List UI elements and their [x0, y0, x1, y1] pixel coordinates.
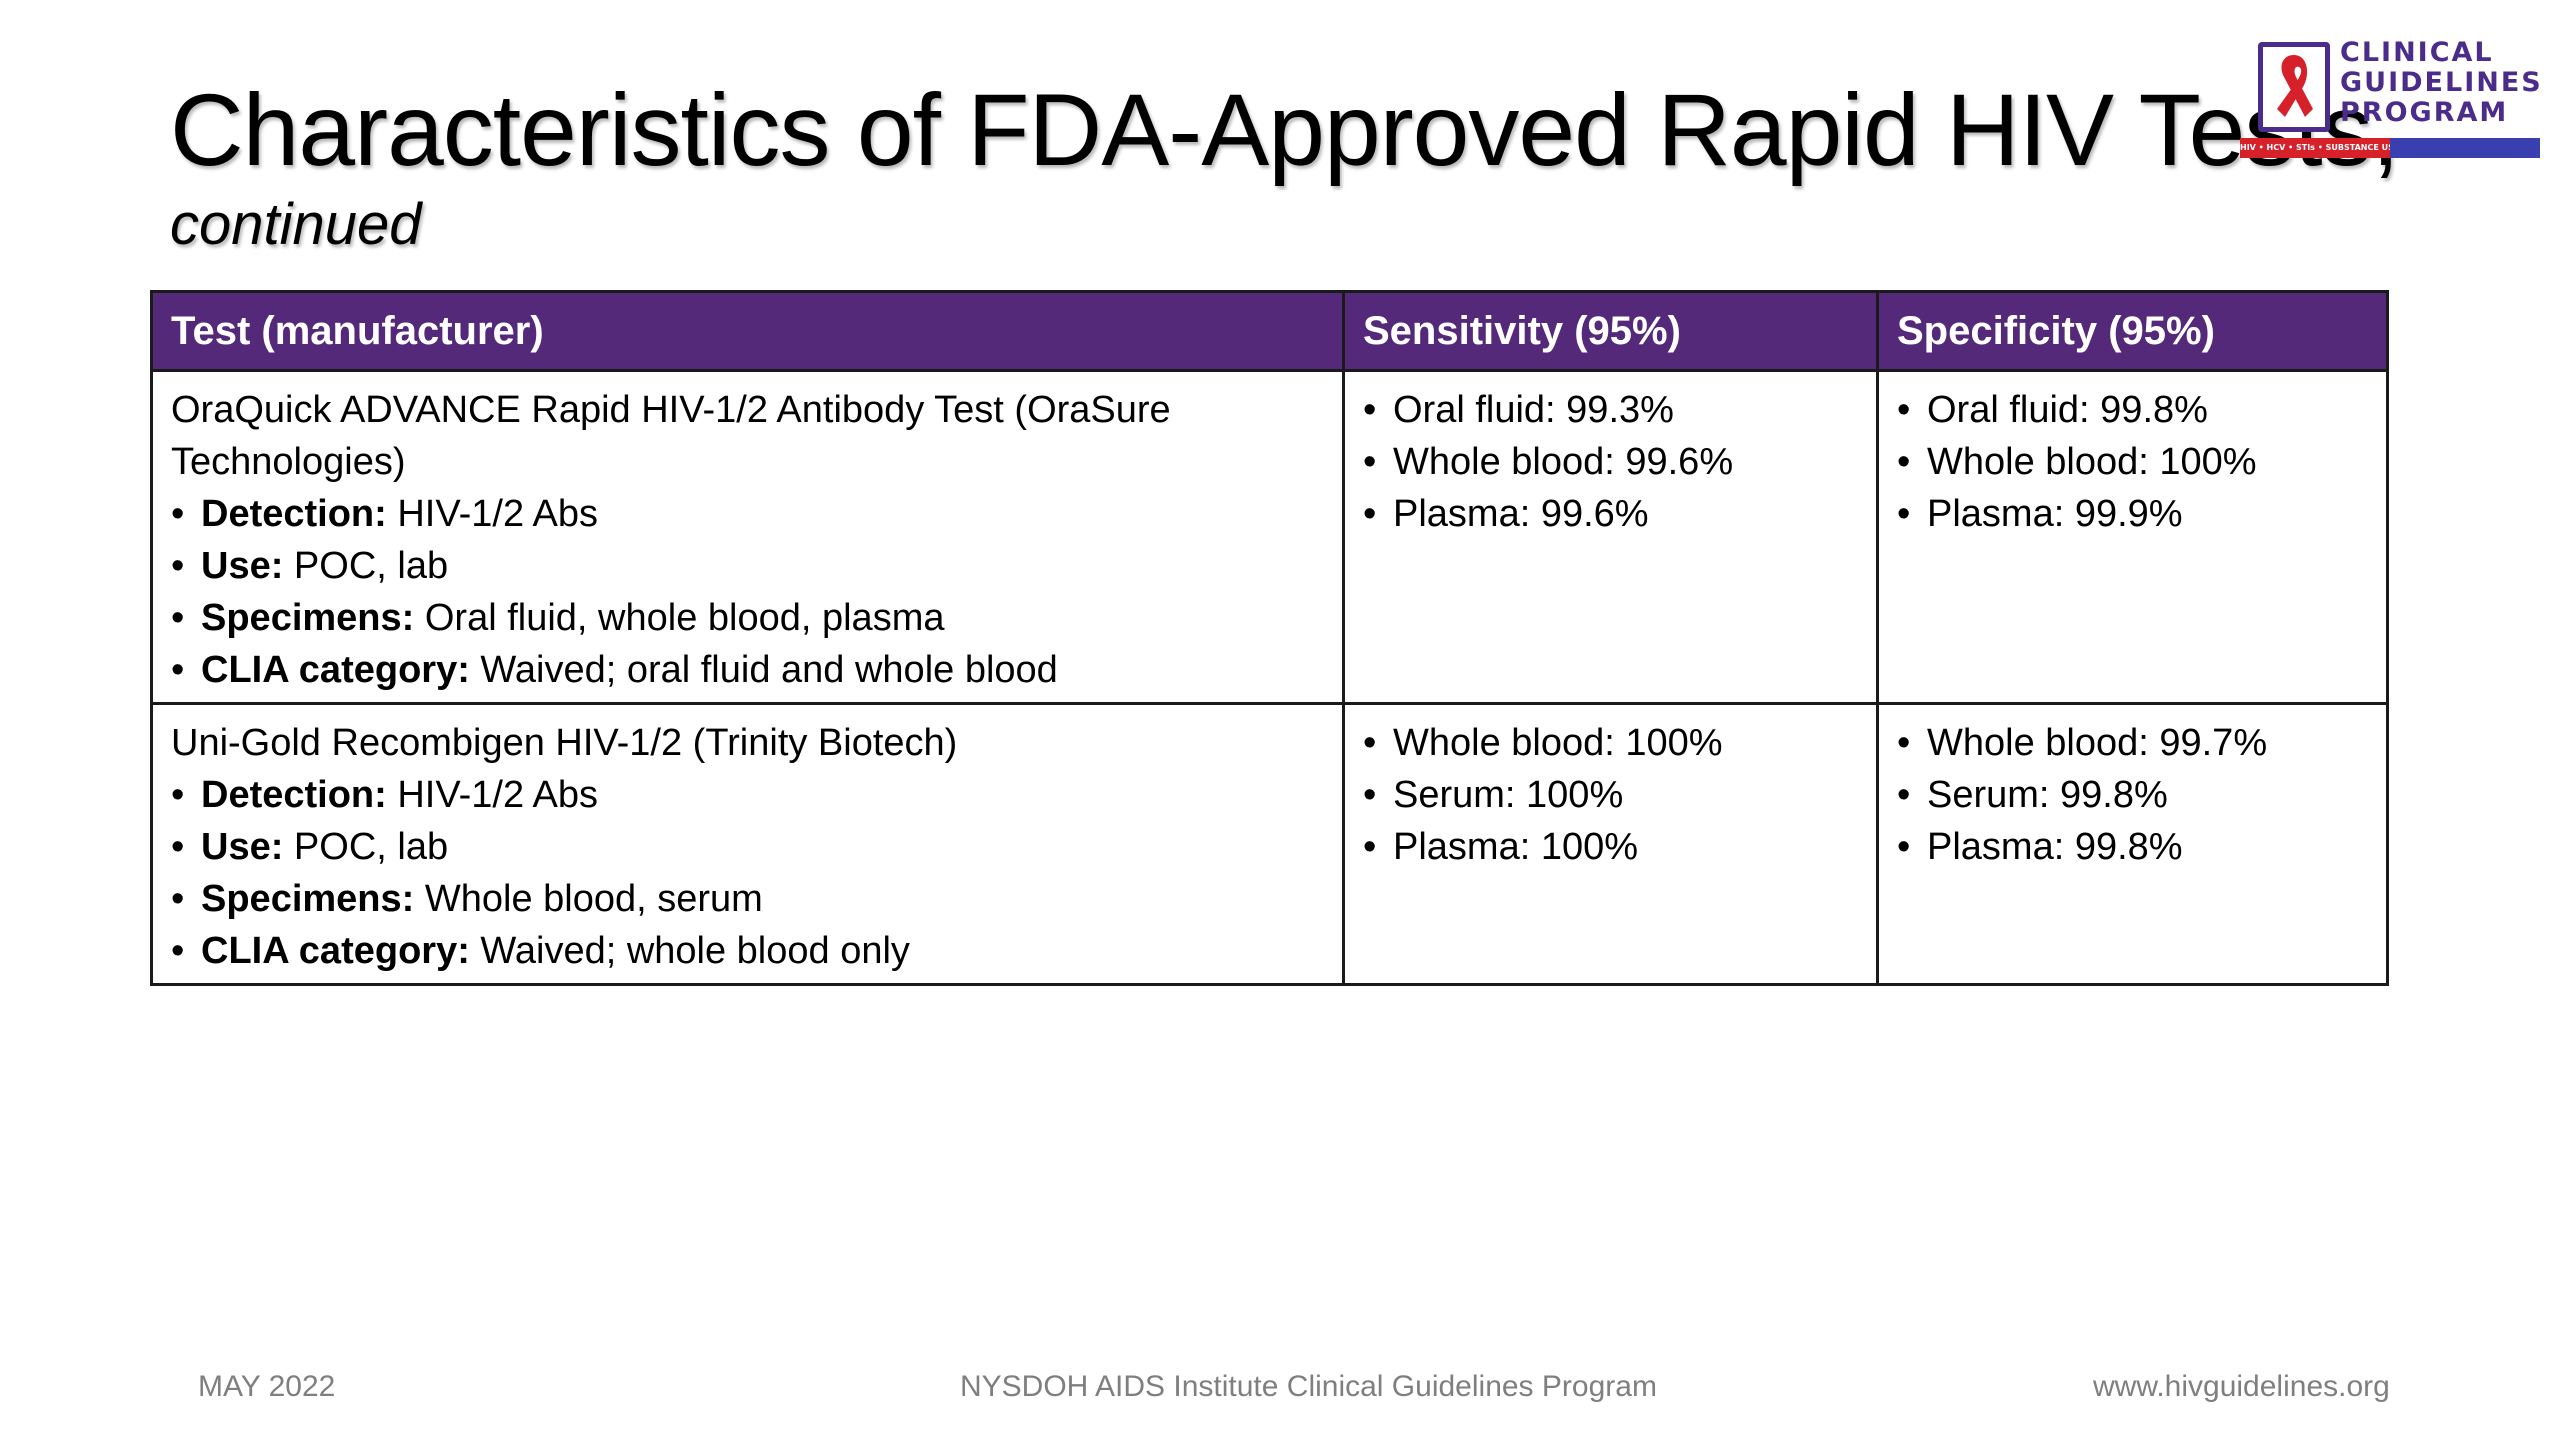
list-item: Whole blood: 99.7% [1897, 717, 2368, 769]
logo-tagline: HIV • HCV • STIs • SUBSTANCE USE • LGBT … [2240, 138, 2390, 158]
logo-tagline-bar-blue [2390, 138, 2540, 158]
specificity-list: Whole blood: 99.7% Serum: 99.8% Plasma: … [1897, 717, 2368, 873]
list-item: Whole blood: 100% [1363, 717, 1858, 769]
detail-value: HIV-1/2 Abs [386, 774, 599, 816]
header-sensitivity: Sensitivity (95%) [1342, 290, 1879, 372]
detail-value: HIV-1/2 Abs [386, 493, 599, 535]
logo-line-1: CLINICAL [2340, 37, 2494, 68]
list-item: Serum: 100% [1363, 769, 1858, 821]
test-cell: Uni-Gold Recombigen HIV-1/2 (Trinity Bio… [150, 702, 1345, 986]
list-item: Whole blood: 100% [1897, 436, 2368, 488]
specificity-cell: Oral fluid: 99.8% Whole blood: 100% Plas… [1876, 369, 2389, 705]
sensitivity-list: Whole blood: 100% Serum: 100% Plasma: 10… [1363, 717, 1858, 873]
detail-label: Specimens: [201, 597, 415, 639]
list-item: Oral fluid: 99.8% [1897, 384, 2368, 436]
sensitivity-list: Oral fluid: 99.3% Whole blood: 99.6% Pla… [1363, 384, 1858, 540]
sensitivity-cell: Whole blood: 100% Serum: 100% Plasma: 10… [1342, 702, 1879, 986]
detail-label: Use: [201, 545, 284, 587]
list-item: Specimens: Oral fluid, whole blood, plas… [171, 592, 1324, 644]
test-details-list: Detection: HIV-1/2 Abs Use: POC, lab Spe… [171, 769, 1324, 977]
list-item: Specimens: Whole blood, serum [171, 873, 1324, 925]
header-specificity: Specificity (95%) [1876, 290, 2389, 372]
test-name: OraQuick ADVANCE Rapid HIV-1/2 Antibody … [171, 389, 1171, 483]
clinical-guidelines-logo: CLINICAL GUIDELINES PROGRAM HIV • HCV • … [2240, 38, 2543, 160]
table-row: OraQuick ADVANCE Rapid HIV-1/2 Antibody … [150, 369, 2389, 705]
rapid-hiv-tests-table: Test (manufacturer) Sensitivity (95%) Sp… [150, 290, 2389, 986]
footer-url: www.hivguidelines.org [2093, 1370, 2390, 1403]
footer-date: MAY 2022 [198, 1370, 336, 1403]
detail-label: CLIA category: [201, 649, 470, 691]
list-item: Whole blood: 99.6% [1363, 436, 1858, 488]
list-item: Plasma: 100% [1363, 821, 1858, 873]
list-item: Serum: 99.8% [1897, 769, 2368, 821]
logo-wordmark: CLINICAL GUIDELINES PROGRAM [2340, 38, 2543, 128]
detail-value: Oral fluid, whole blood, plasma [414, 597, 945, 639]
detail-value: POC, lab [283, 826, 449, 868]
header-test: Test (manufacturer) [150, 290, 1345, 372]
list-item: Oral fluid: 99.3% [1363, 384, 1858, 436]
detail-label: CLIA category: [201, 930, 470, 972]
sensitivity-cell: Oral fluid: 99.3% Whole blood: 99.6% Pla… [1342, 369, 1879, 705]
list-item: CLIA category: Waived; whole blood only [171, 925, 1324, 977]
test-name: Uni-Gold Recombigen HIV-1/2 (Trinity Bio… [171, 722, 958, 764]
logo-emblem [2258, 42, 2330, 132]
specificity-list: Oral fluid: 99.8% Whole blood: 100% Plas… [1897, 384, 2368, 540]
logo-line-3: PROGRAM [2340, 97, 2509, 128]
detail-value: POC, lab [283, 545, 449, 587]
detail-label: Specimens: [201, 878, 415, 920]
table-header-row: Test (manufacturer) Sensitivity (95%) Sp… [150, 290, 2389, 372]
logo-line-2: GUIDELINES [2340, 67, 2543, 98]
detail-value: Waived; whole blood only [469, 930, 910, 972]
slide-title: Characteristics of FDA-Approved Rapid HI… [170, 73, 2400, 187]
red-ribbon-icon [2277, 55, 2313, 117]
list-item: Plasma: 99.9% [1897, 488, 2368, 540]
list-item: Use: POC, lab [171, 821, 1324, 873]
specificity-cell: Whole blood: 99.7% Serum: 99.8% Plasma: … [1876, 702, 2389, 986]
table-row: Uni-Gold Recombigen HIV-1/2 (Trinity Bio… [150, 702, 2389, 986]
test-details-list: Detection: HIV-1/2 Abs Use: POC, lab Spe… [171, 488, 1324, 696]
detail-label: Detection: [201, 493, 387, 535]
detail-label: Use: [201, 826, 284, 868]
list-item: Use: POC, lab [171, 540, 1324, 592]
slide-subtitle: continued [170, 192, 422, 257]
list-item: Plasma: 99.8% [1897, 821, 2368, 873]
list-item: Plasma: 99.6% [1363, 488, 1858, 540]
detail-value: Whole blood, serum [414, 878, 763, 920]
detail-value: Waived; oral fluid and whole blood [469, 649, 1058, 691]
logo-tagline-bar: HIV • HCV • STIs • SUBSTANCE USE • LGBT … [2240, 138, 2540, 158]
footer-organization: NYSDOH AIDS Institute Clinical Guideline… [960, 1370, 1657, 1403]
list-item: CLIA category: Waived; oral fluid and wh… [171, 644, 1324, 696]
list-item: Detection: HIV-1/2 Abs [171, 769, 1324, 821]
test-cell: OraQuick ADVANCE Rapid HIV-1/2 Antibody … [150, 369, 1345, 705]
list-item: Detection: HIV-1/2 Abs [171, 488, 1324, 540]
detail-label: Detection: [201, 774, 387, 816]
